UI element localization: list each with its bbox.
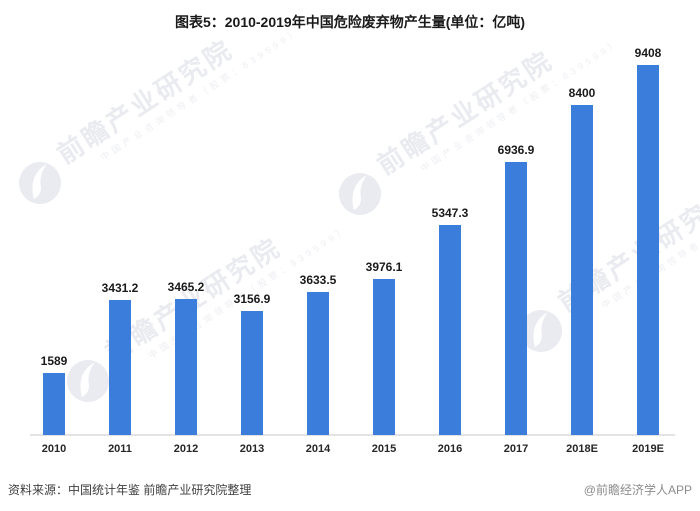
x-axis-label: 2014 — [305, 443, 331, 455]
x-axis-label: 2010 — [41, 443, 67, 455]
bar-value-label: 1589 — [40, 354, 68, 368]
bar-value-label: 3156.9 — [233, 292, 271, 306]
bar-value-label: 8400 — [568, 86, 596, 100]
bar — [373, 279, 395, 435]
bar-value-label: 5347.3 — [431, 206, 469, 220]
bar-value-label: 6936.9 — [497, 143, 535, 157]
x-axis-label: 2017 — [503, 443, 529, 455]
x-axis-label: 2019E — [632, 443, 664, 455]
x-axis-line — [30, 434, 675, 436]
bar — [43, 373, 65, 435]
x-axis-label: 2012 — [173, 443, 199, 455]
x-axis-label: 2011 — [108, 443, 132, 455]
x-axis-label: 2013 — [239, 443, 265, 455]
bar — [439, 225, 461, 435]
bar-value-label: 3431.2 — [101, 281, 139, 295]
bar-value-label: 3976.1 — [365, 260, 403, 274]
bar-value-label: 3633.5 — [299, 273, 337, 287]
bar-value-label: 9408 — [634, 46, 662, 60]
credit-text: @前瞻经济学人APP — [583, 483, 692, 497]
bar — [175, 299, 197, 435]
bar — [109, 300, 131, 435]
bar-value-label: 3465.2 — [167, 280, 205, 294]
x-axis-label: 2018E — [566, 443, 598, 455]
bar — [637, 65, 659, 435]
bar — [571, 105, 593, 435]
source-text: 资料来源：中国统计年鉴 前瞻产业研究院整理 — [8, 483, 252, 497]
bar — [307, 292, 329, 435]
bar — [241, 311, 263, 435]
x-axis-label: 2015 — [371, 443, 397, 455]
x-axis-label: 2016 — [437, 443, 463, 455]
chart-title: 图表5：2010-2019年中国危险废弃物产生量(单位：亿吨) — [174, 14, 526, 30]
bar — [505, 162, 527, 435]
